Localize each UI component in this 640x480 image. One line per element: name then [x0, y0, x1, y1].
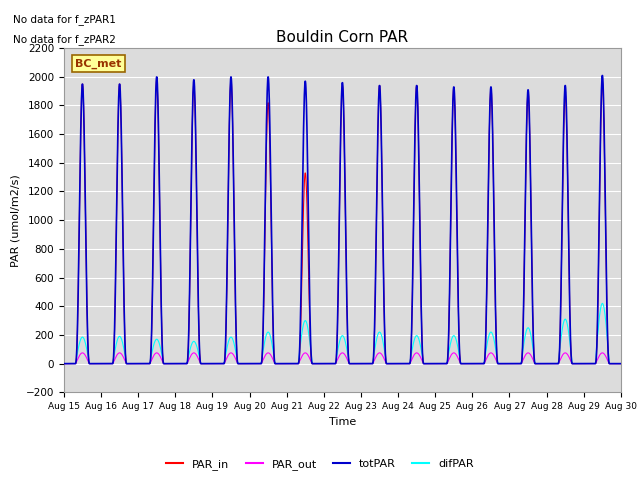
X-axis label: Time: Time	[329, 417, 356, 427]
totPAR	[358, 361, 366, 367]
totPAR	[598, 72, 606, 78]
Line: totPAR: totPAR	[64, 75, 621, 364]
totPAR	[216, 361, 223, 367]
PAR_out	[617, 361, 625, 367]
PAR_in	[153, 77, 161, 83]
difPAR	[371, 348, 378, 354]
PAR_in	[60, 361, 68, 367]
difPAR	[617, 361, 625, 367]
difPAR	[583, 361, 591, 367]
Line: PAR_out: PAR_out	[64, 353, 621, 364]
PAR_out	[584, 361, 591, 367]
Text: BC_met: BC_met	[75, 59, 122, 69]
Y-axis label: PAR (umol/m2/s): PAR (umol/m2/s)	[10, 174, 20, 266]
totPAR	[617, 361, 625, 367]
difPAR	[358, 361, 366, 367]
PAR_out	[216, 361, 223, 367]
PAR_out	[371, 356, 379, 362]
PAR_in	[359, 361, 367, 367]
PAR_out	[60, 361, 68, 367]
difPAR	[60, 361, 68, 367]
PAR_out	[568, 360, 575, 366]
Line: difPAR: difPAR	[64, 303, 621, 364]
totPAR	[568, 358, 575, 364]
PAR_out	[79, 350, 86, 356]
Text: No data for f_zPAR2: No data for f_zPAR2	[13, 34, 116, 45]
PAR_out	[504, 361, 512, 367]
Title: Bouldin Corn PAR: Bouldin Corn PAR	[276, 30, 408, 46]
totPAR	[583, 361, 591, 367]
PAR_in	[371, 316, 379, 322]
difPAR	[568, 355, 575, 360]
PAR_in	[617, 361, 625, 367]
PAR_in	[584, 361, 591, 367]
totPAR	[60, 361, 68, 367]
PAR_in	[504, 361, 512, 367]
PAR_in	[216, 361, 223, 367]
PAR_out	[359, 361, 367, 367]
Line: PAR_in: PAR_in	[64, 80, 621, 364]
totPAR	[371, 327, 378, 333]
difPAR	[216, 361, 223, 367]
totPAR	[504, 361, 512, 367]
difPAR	[598, 300, 606, 306]
PAR_in	[568, 360, 575, 366]
Text: No data for f_zPAR1: No data for f_zPAR1	[13, 14, 116, 25]
difPAR	[504, 361, 512, 367]
Legend: PAR_in, PAR_out, totPAR, difPAR: PAR_in, PAR_out, totPAR, difPAR	[162, 455, 478, 474]
